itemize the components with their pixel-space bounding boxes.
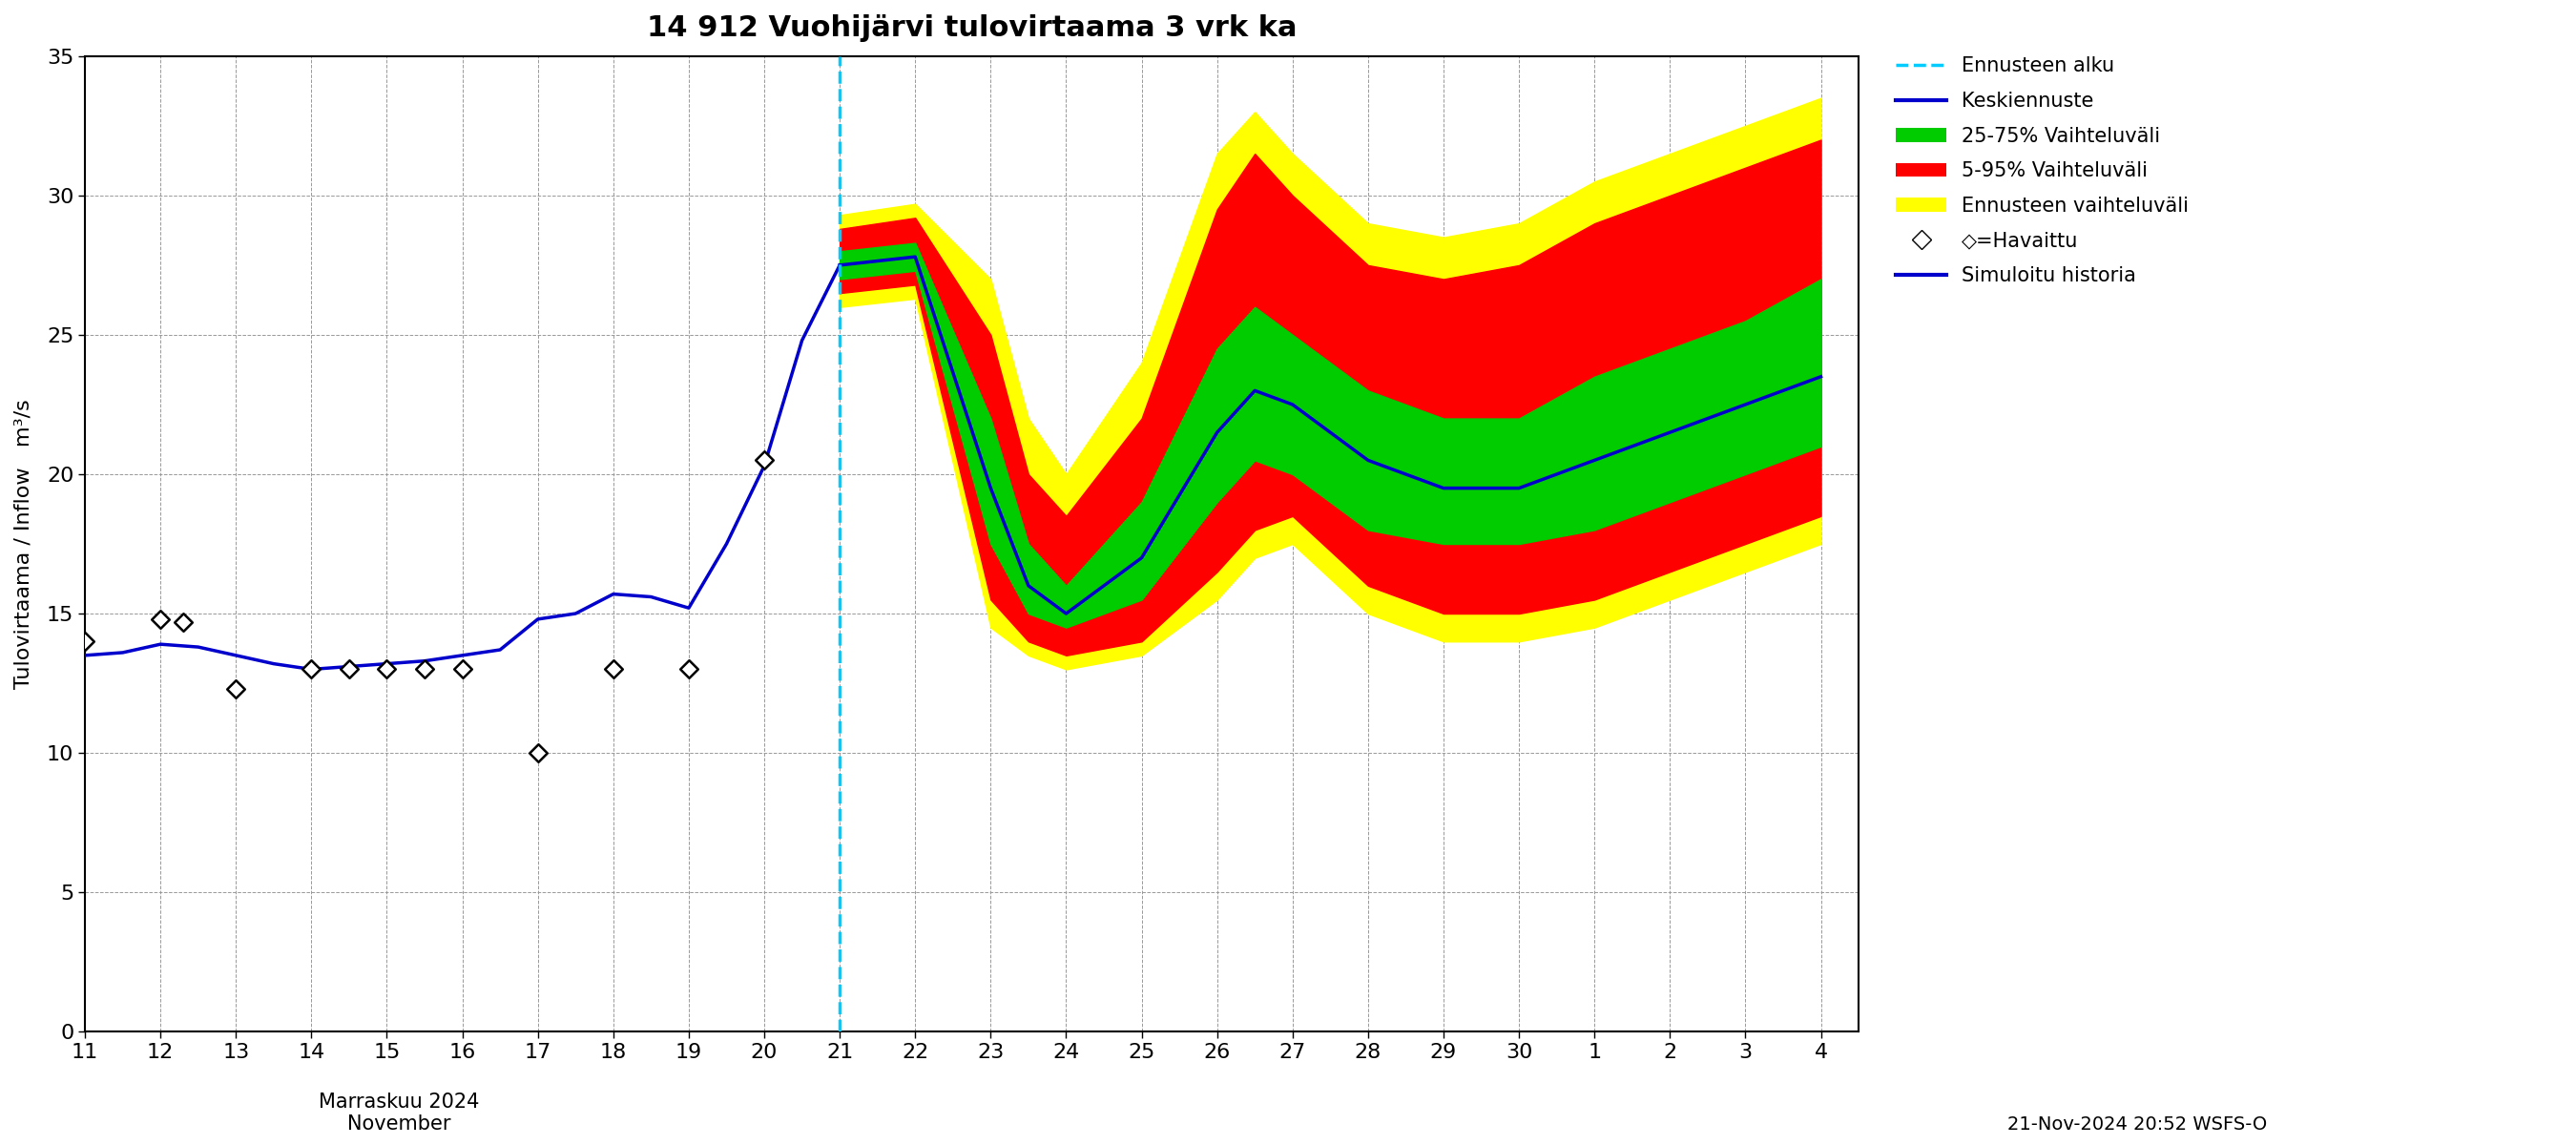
Point: [404, 661, 446, 679]
Point: [216, 680, 258, 698]
Legend: Ennusteen alku, Keskiennuste, 25-75% Vaihteluväli, 5-95% Vaihteluväli, Ennusteen: Ennusteen alku, Keskiennuste, 25-75% Vai…: [1886, 47, 2200, 295]
Point: [592, 661, 634, 679]
Point: [440, 661, 482, 679]
Point: [291, 661, 332, 679]
Point: [667, 661, 708, 679]
Point: [162, 613, 204, 631]
Y-axis label: Tulovirtaama / Inflow   m³/s: Tulovirtaama / Inflow m³/s: [15, 398, 33, 689]
Text: 21-Nov-2024 20:52 WSFS-O: 21-Nov-2024 20:52 WSFS-O: [2007, 1115, 2267, 1134]
Point: [366, 661, 407, 679]
Point: [330, 661, 371, 679]
Point: [64, 632, 106, 650]
Title: 14 912 Vuohijärvi tulovirtaama 3 vrk ka: 14 912 Vuohijärvi tulovirtaama 3 vrk ka: [647, 14, 1296, 42]
Point: [744, 451, 786, 469]
Point: [139, 610, 180, 629]
Point: [518, 744, 559, 763]
Text: Marraskuu 2024
November: Marraskuu 2024 November: [319, 1092, 479, 1134]
